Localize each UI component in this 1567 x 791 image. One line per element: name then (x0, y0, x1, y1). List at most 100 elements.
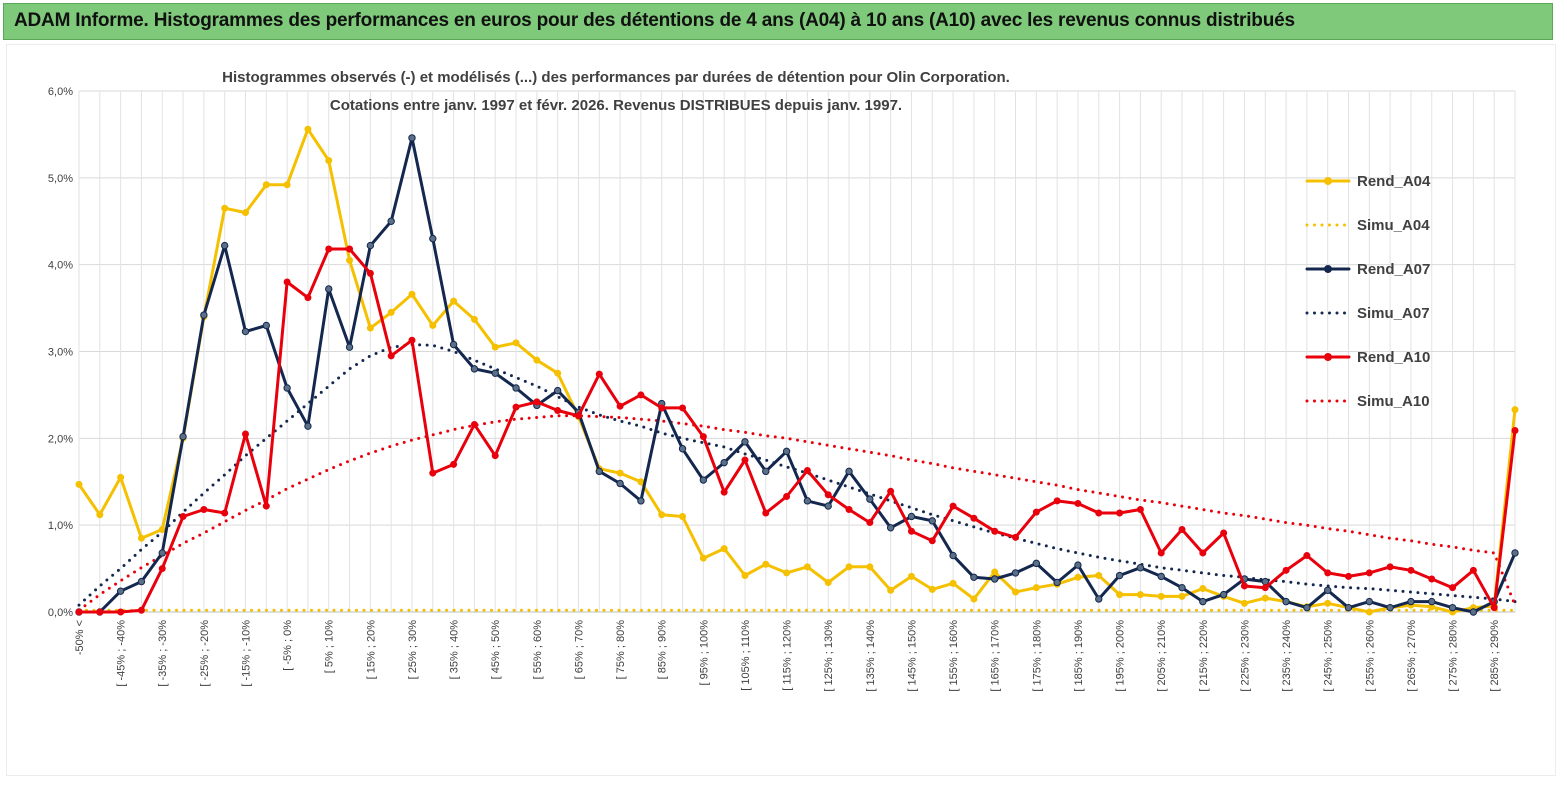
data-point-rend-a04 (1074, 573, 1082, 581)
legend-label-simu-a07: Simu_A07 (1357, 305, 1430, 322)
data-point-rend-a10 (949, 502, 957, 510)
data-point-rend-a07 (824, 502, 832, 510)
data-point-rend-a04 (304, 125, 312, 133)
data-point-rend-a07 (845, 467, 853, 476)
data-point-rend-a10 (75, 608, 83, 616)
data-point-rend-a10 (1345, 572, 1353, 580)
data-point-rend-a04 (1095, 572, 1103, 580)
data-point-rend-a10 (1511, 427, 1519, 435)
data-point-rend-a07 (637, 497, 645, 505)
data-point-rend-a04 (1511, 406, 1519, 414)
data-point-rend-a04 (96, 511, 104, 519)
data-point-rend-a07 (595, 467, 603, 476)
data-point-rend-a07 (241, 327, 250, 336)
data-point-rend-a10 (450, 460, 458, 468)
data-point-rend-a10 (1053, 497, 1061, 505)
legend-label-rend-a10: Rend_A10 (1357, 349, 1430, 366)
data-point-rend-a07 (1115, 571, 1124, 580)
data-point-rend-a04 (470, 315, 478, 323)
data-point-rend-a10 (907, 527, 915, 535)
legend-marker-rend-a07 (1324, 265, 1332, 273)
series-line-rend-a07 (77, 136, 1517, 614)
x-tick-label: [ 5% ; 10% (324, 620, 336, 673)
data-point-rend-a10 (1074, 499, 1082, 507)
y-tick-label: 2,0% (48, 433, 73, 445)
performance-histogram-chart: 0,0% 1,0% 2,0% 3,0% 4,0% 5,0% 6,0% -50% < [ -45… (48, 69, 1519, 692)
x-axis: -50% < [ -45% ; -40% [ -35% ; -30% [ -25% ;… (74, 611, 1515, 692)
data-point-rend-a10 (991, 527, 999, 535)
data-point-rend-a04 (845, 563, 853, 571)
data-point-rend-a07 (1511, 549, 1519, 557)
data-point-rend-a07 (262, 321, 271, 330)
data-point-rend-a07 (803, 497, 812, 505)
series-line-rend-a10 (77, 247, 1517, 614)
data-point-rend-a04 (679, 512, 687, 520)
chart-subtitle: Cotations entre janv. 1997 et févr. 2026… (330, 97, 902, 114)
data-point-rend-a07 (1386, 603, 1394, 612)
data-point-rend-a04 (1136, 591, 1144, 599)
data-point-rend-a07 (678, 445, 687, 453)
data-point-rend-a10 (741, 456, 749, 464)
data-point-rend-a04 (512, 339, 520, 347)
series-line-simu-a10 (77, 414, 1517, 612)
data-point-rend-a04 (1365, 608, 1373, 616)
x-tick-label: [ 175% ; 180% (1031, 620, 1043, 692)
chart-legend: Rend_A04 Simu_A04 Rend_A07 Simu_A07 Rend_A10… (1305, 173, 1431, 410)
data-point-rend-a04 (1032, 584, 1040, 592)
data-point-rend-a04 (1116, 591, 1124, 599)
data-point-rend-a10 (1407, 566, 1415, 574)
data-point-rend-a04 (137, 534, 145, 542)
y-tick-label: 3,0% (48, 347, 73, 359)
x-tick-label: [ 155% ; 160% (948, 620, 960, 692)
x-tick-label: [ 165% ; 170% (990, 620, 1002, 692)
data-point-rend-a10 (262, 502, 270, 510)
data-point-rend-a04 (1012, 588, 1020, 596)
data-point-rend-a07 (1469, 608, 1478, 616)
data-point-rend-a10 (803, 466, 811, 474)
data-point-rend-a10 (720, 488, 728, 496)
data-point-rend-a04 (325, 156, 333, 164)
data-point-rend-a10 (387, 352, 395, 360)
data-point-rend-a10 (533, 398, 541, 406)
data-point-rend-a07 (283, 384, 291, 392)
data-point-rend-a07 (949, 551, 957, 560)
data-point-rend-a07 (1199, 597, 1207, 606)
data-point-rend-a04 (907, 572, 915, 580)
data-point-rend-a10 (491, 452, 499, 460)
x-tick-label: [ 105% ; 110% (740, 620, 752, 691)
data-point-rend-a10 (1116, 509, 1124, 517)
data-point-rend-a04 (1157, 592, 1165, 600)
data-point-rend-a10 (470, 420, 478, 428)
data-point-rend-a10 (1012, 533, 1020, 541)
x-tick-label: [ 145% ; 150% (906, 620, 918, 692)
data-point-rend-a07 (325, 285, 333, 293)
data-point-rend-a07 (1178, 583, 1186, 592)
legend-label-rend-a07: Rend_A07 (1357, 261, 1430, 278)
data-point-rend-a04 (75, 480, 83, 488)
data-point-rend-a07 (928, 517, 936, 525)
chart-title: Histogrammes observés (-) et modélisés (… (222, 69, 1010, 86)
data-point-rend-a10 (679, 404, 687, 412)
chart-series (75, 125, 1519, 616)
data-point-rend-a10 (699, 433, 707, 441)
data-point-rend-a10 (637, 391, 645, 399)
data-point-rend-a07 (449, 340, 458, 349)
data-point-rend-a07 (304, 422, 312, 430)
data-point-rend-a07 (1053, 578, 1061, 587)
data-point-rend-a07 (991, 575, 999, 583)
data-point-rend-a10 (96, 608, 104, 616)
y-tick-label: 5,0% (48, 173, 73, 185)
data-point-rend-a04 (1178, 592, 1186, 600)
data-point-rend-a04 (720, 545, 728, 553)
data-point-rend-a07 (512, 384, 520, 392)
data-point-rend-a04 (783, 569, 791, 577)
data-point-rend-a07 (1157, 572, 1165, 581)
x-tick-label: [ 235% ; 240% (1281, 620, 1293, 692)
data-point-rend-a10 (616, 402, 624, 410)
data-point-rend-a04 (429, 321, 437, 329)
x-tick-label: [ 85% ; 90% (657, 620, 669, 680)
data-point-rend-a07 (1261, 577, 1269, 586)
report-banner: ADAM Informe. Histogrammes des performan… (3, 3, 1553, 40)
data-point-rend-a04 (346, 256, 354, 264)
data-point-rend-a07 (616, 479, 624, 488)
